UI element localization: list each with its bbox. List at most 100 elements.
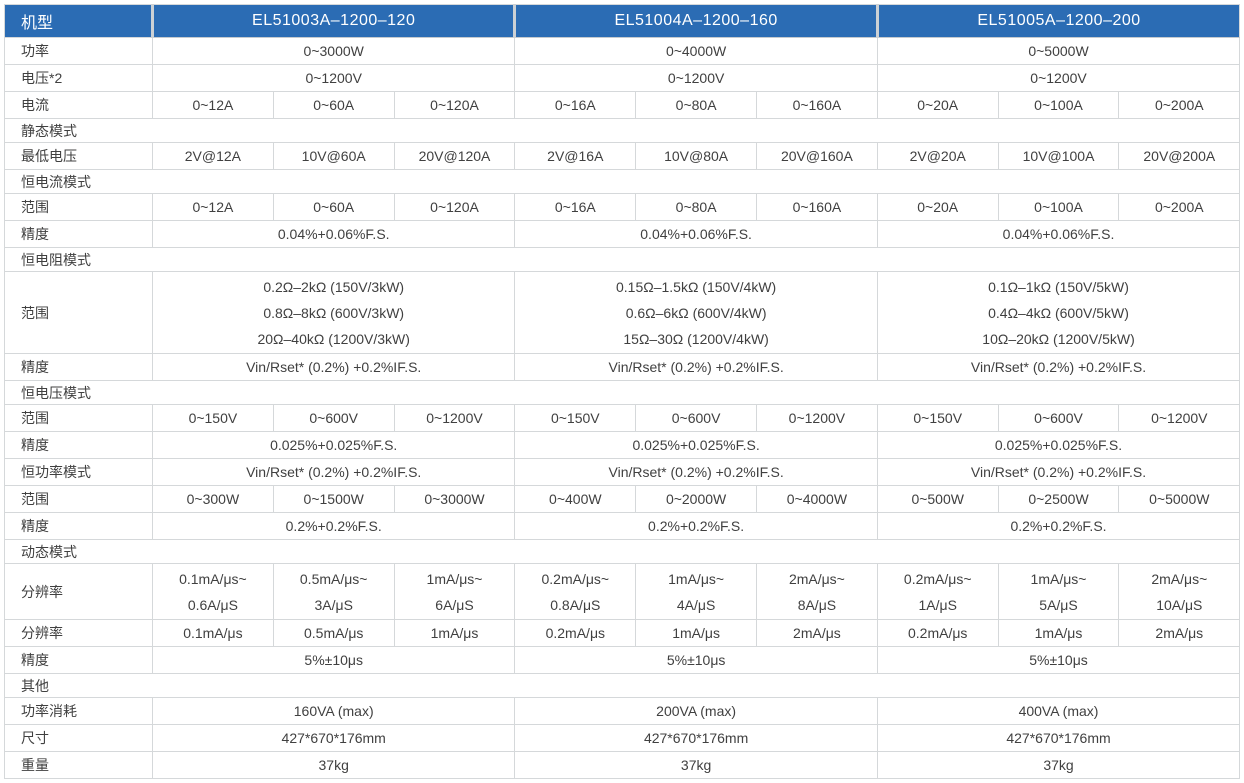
spec-value-cell: 1mA/μs~ 4A/μS [635,563,757,620]
spec-row: 恒电压模式 [3,380,1241,405]
spec-value-cell: 0~80A [635,193,757,221]
row-label: 电压*2 [4,64,153,92]
spec-value-cell: 0.2mA/μs [876,619,999,647]
spec-value-cell: 0~150V [152,404,274,432]
spec-value-cell: 1mA/μs [997,619,1120,647]
spec-value-cell: 37kg [151,751,516,779]
spec-row: 范围 0~12A 0~60A 0~120A 0~16A 0~80A 0~160A 0~20A 0… [4,193,1241,221]
spec-value-cell: 0~20A [876,193,999,221]
spec-row: 精度 5%±10μs 5%±10μs 5%±10μs [4,646,1241,674]
row-label: 范围 [4,404,153,432]
spec-value-cell: 427*670*176mm [151,724,516,752]
spec-row: 范围 0~300W 0~1500W 0~3000W 0~400W 0~2000W 0~400… [4,485,1241,513]
spec-value-cell: 0.5mA/μs [272,619,395,647]
spec-value-cell: 10V@100A [997,142,1120,170]
spec-value-cell: 2V@12A [152,142,274,170]
spec-value-cell: 0.2%+0.2%F.S. [876,512,1241,540]
spec-value-cell: 2mA/μs [756,619,878,647]
spec-value-cell: 0.2%+0.2%F.S. [151,512,516,540]
model-name-header-1: EL51003A–1200–120 [150,4,516,38]
spec-value-cell: 0~4000W [514,37,878,65]
spec-value-cell: 1mA/μs~ 5A/μS [997,563,1120,620]
model-header-row: 机型 EL51003A–1200–120 EL51004A–1200–160 EL51… [4,4,1241,38]
spec-value-cell: 0~2500W [997,485,1120,513]
section-label: 静态模式 [3,118,1241,143]
spec-row: 恒功率模式 Vin/Rset* (0.2%) +0.2%IF.S. Vin/Rset… [4,458,1241,486]
spec-value-cell: 0~160A [756,193,878,221]
spec-value-cell: 0~150V [876,404,999,432]
spec-value-cell: 0.04%+0.06%F.S. [514,220,878,248]
spec-value-cell: 0~80A [635,91,757,119]
row-label: 重量 [4,751,153,779]
spec-table-head: 机型 EL51003A–1200–120 EL51004A–1200–160 EL51… [4,4,1241,38]
spec-row: 精度 Vin/Rset* (0.2%) +0.2%IF.S. Vin/Rset* (… [4,353,1241,381]
spec-value-cell: 0.04%+0.06%F.S. [876,220,1241,248]
spec-value-cell: 0~4000W [756,485,878,513]
row-label: 分辨率 [4,619,153,647]
spec-value-cell: 0~500W [876,485,999,513]
spec-value-cell: 0.2Ω–2kΩ (150V/3kW) 0.8Ω–8kΩ (600V/3kW) … [151,271,516,354]
spec-value-cell: 0~100A [997,193,1120,221]
model-header-label: 机型 [4,4,153,38]
row-label: 尺寸 [4,724,153,752]
spec-row: 分辨率 0.1mA/μs 0.5mA/μs 1mA/μs 0.2mA/μs 1mA/μs 2… [4,619,1241,647]
spec-value-cell: 0~16A [514,91,637,119]
spec-value-cell: 37kg [876,751,1241,779]
section-label: 恒电阻模式 [3,247,1241,272]
spec-row: 功率 0~3000W 0~4000W 0~5000W [4,37,1241,65]
spec-table: 机型 EL51003A–1200–120 EL51004A–1200–160 EL51… [3,4,1241,779]
spec-value-cell: 0~400W [514,485,637,513]
spec-value-cell: 5%±10μs [151,646,516,674]
spec-value-cell: 0~60A [272,91,395,119]
spec-value-cell: 0~600V [997,404,1120,432]
spec-row: 静态模式 [3,118,1241,143]
spec-value-cell: 2V@16A [514,142,637,170]
spec-value-cell: 0.1mA/μs~ 0.6A/μS [152,563,274,620]
spec-value-cell: 0~16A [514,193,637,221]
row-label: 分辨率 [4,563,153,620]
spec-value-cell: 0.2mA/μs~ 0.8A/μS [514,563,637,620]
spec-value-cell: 0~12A [152,91,274,119]
spec-value-cell: 0~120A [393,91,516,119]
spec-row: 精度 0.04%+0.06%F.S. 0.04%+0.06%F.S. 0.04%+0.… [4,220,1241,248]
row-label: 精度 [4,353,153,381]
spec-table-body: 功率 0~3000W 0~4000W 0~5000W 电压*2 0~1200V 0~1200… [3,37,1241,779]
spec-value-cell: 0~1200V [1118,404,1241,432]
spec-value-cell: 427*670*176mm [876,724,1241,752]
spec-row: 重量 37kg 37kg 37kg [4,751,1241,779]
spec-value-cell: 5%±10μs [514,646,878,674]
spec-value-cell: 0~1200V [393,404,516,432]
spec-value-cell: 2V@20A [876,142,999,170]
spec-row: 电压*2 0~1200V 0~1200V 0~1200V [4,64,1241,92]
row-label: 精度 [4,646,153,674]
spec-value-cell: 400VA (max) [876,697,1241,725]
spec-row: 电流 0~12A 0~60A 0~120A 0~16A 0~80A 0~160A 0~20A 0… [4,91,1241,119]
spec-row: 范围 0.2Ω–2kΩ (150V/3kW) 0.8Ω–8kΩ (600V/3kW… [4,271,1241,354]
spec-row: 恒电阻模式 [3,247,1241,272]
spec-value-cell: Vin/Rset* (0.2%) +0.2%IF.S. [514,458,878,486]
spec-value-cell: 0~3000W [393,485,516,513]
spec-value-cell: 20V@160A [756,142,878,170]
section-label: 其他 [3,673,1241,698]
spec-value-cell: 0~200A [1118,91,1241,119]
row-label: 精度 [4,512,153,540]
spec-value-cell: 0~1200V [756,404,878,432]
spec-row: 精度 0.2%+0.2%F.S. 0.2%+0.2%F.S. 0.2%+0.2%F.S… [4,512,1241,540]
spec-row: 功率消耗 160VA (max) 200VA (max) 400VA (max) [4,697,1241,725]
spec-value-cell: 20V@200A [1118,142,1241,170]
spec-value-cell: 0.5mA/μs~ 3A/μS [272,563,395,620]
spec-value-cell: 0~20A [876,91,999,119]
row-label: 精度 [4,220,153,248]
spec-value-cell: 2mA/μs~ 8A/μS [756,563,878,620]
spec-value-cell: 0~1500W [272,485,395,513]
spec-value-cell: 10V@80A [635,142,757,170]
spec-value-cell: 1mA/μs [635,619,757,647]
spec-value-cell: 0~100A [997,91,1120,119]
spec-value-cell: 0~5000W [1118,485,1241,513]
spec-value-cell: 1mA/μs [393,619,516,647]
spec-value-cell: 0~300W [152,485,274,513]
row-label: 恒功率模式 [4,458,153,486]
spec-value-cell: 0.025%+0.025%F.S. [151,431,516,459]
spec-value-cell: 0~150V [514,404,637,432]
spec-value-cell: 37kg [514,751,878,779]
